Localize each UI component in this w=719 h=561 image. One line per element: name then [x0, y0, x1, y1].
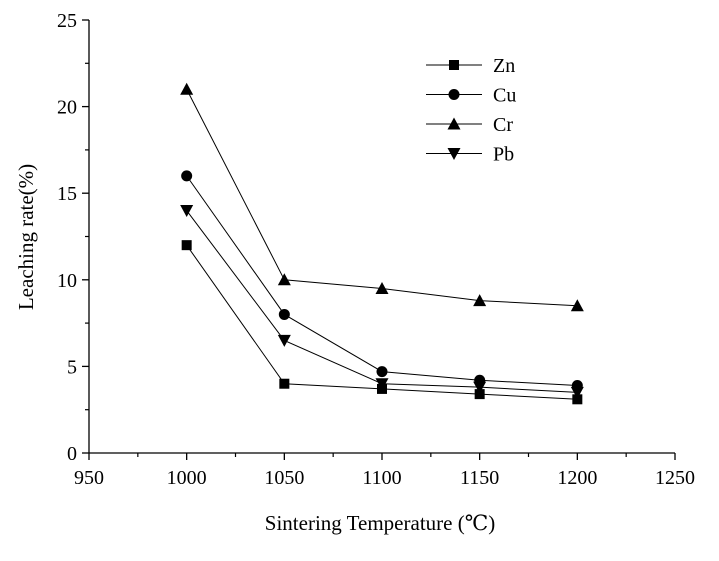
y-axis-title: Leaching rate(%) [14, 164, 38, 310]
legend-marker [449, 60, 459, 70]
series-cr [180, 82, 584, 312]
data-point [473, 294, 487, 307]
legend-item-zn: Zn [426, 55, 515, 77]
x-tick-label: 1050 [264, 467, 304, 489]
y-tick-label: 20 [57, 97, 77, 119]
y-tick-label: 25 [57, 10, 77, 32]
legend-marker [447, 117, 461, 130]
data-point [570, 299, 584, 312]
legend-label: Cr [493, 114, 513, 136]
x-tick-label: 1150 [460, 467, 499, 489]
x-axis-title: Sintering Temperature (℃) [265, 511, 495, 535]
legend-label: Cu [493, 85, 516, 107]
series-line [186, 210, 578, 393]
y-tick-label: 10 [57, 270, 77, 292]
data-point [277, 334, 291, 347]
series-line [186, 175, 578, 386]
y-tick-label: 15 [57, 183, 77, 205]
data-point [474, 389, 485, 400]
y-tick-label: 5 [67, 356, 77, 378]
legend-label: Pb [493, 144, 514, 166]
x-tick-label: 1200 [557, 467, 597, 489]
x-tick-label: 1000 [167, 467, 207, 489]
legend-item-cu: Cu [426, 85, 516, 107]
data-point [181, 240, 192, 251]
data-point [180, 82, 194, 95]
series-line [186, 89, 578, 307]
legend-label: Zn [493, 55, 515, 77]
data-point [572, 394, 583, 405]
data-point [375, 281, 389, 294]
legend-marker [447, 148, 461, 160]
x-tick-label: 1100 [362, 467, 401, 489]
series-pb [180, 205, 584, 399]
data-point [277, 273, 291, 286]
axes: 950 1000 1050 1100 1150 1200 1250 0 5 10 15 20 25 [57, 10, 695, 489]
legend: Zn Cu Cr Pb [426, 55, 516, 166]
data-point [180, 205, 194, 218]
data-point [375, 378, 389, 391]
x-tick-label: 950 [74, 467, 104, 489]
data-point [570, 386, 584, 399]
data-point [279, 378, 290, 389]
series-layer [180, 82, 584, 405]
data-point [181, 170, 193, 182]
x-tick-label: 1250 [655, 467, 695, 489]
legend-item-pb: Pb [426, 144, 514, 166]
data-point [473, 381, 487, 394]
legend-item-cr: Cr [426, 114, 513, 136]
legend-marker [448, 89, 460, 100]
data-point [376, 366, 388, 378]
y-tick-label: 0 [67, 443, 77, 465]
series-cu [181, 170, 583, 391]
data-point [278, 308, 290, 320]
